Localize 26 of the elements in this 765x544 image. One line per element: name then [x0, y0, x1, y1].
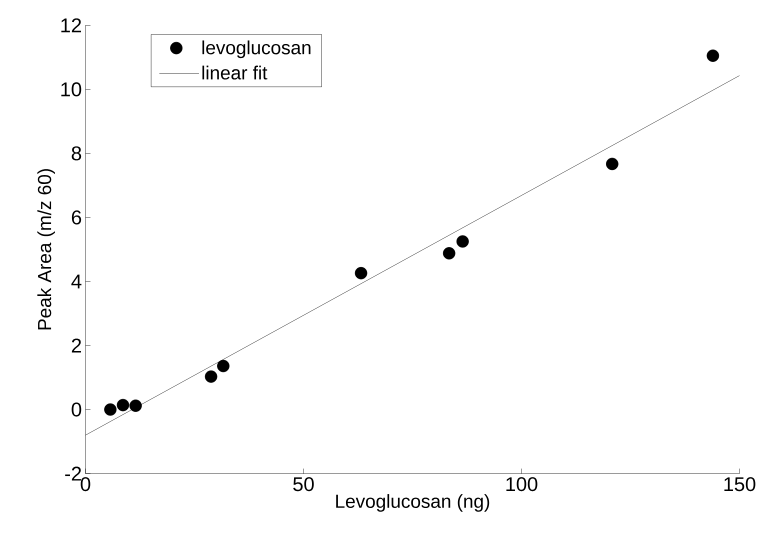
y-tick-label: 0: [72, 402, 82, 417]
y-tick-label: 2: [72, 338, 81, 352]
y-axis-title: Peak Area (m/z 60): [37, 169, 55, 330]
y-tick-label: 6: [72, 210, 82, 224]
point: [204, 370, 218, 383]
x-tick-label: 50: [293, 477, 314, 492]
legend-label: levoglucosan: [202, 40, 310, 58]
y-tick-label: 10: [61, 82, 82, 96]
point: [606, 158, 618, 170]
y-tick-label: 8: [72, 146, 82, 160]
point: [104, 403, 117, 416]
y-tick-label: -2: [65, 466, 81, 481]
point: [217, 360, 230, 372]
point: [456, 235, 469, 248]
point: [442, 247, 456, 260]
x-axis-title: Levoglucosan (ng): [336, 494, 490, 512]
y-tick-label: 12: [61, 18, 81, 32]
x-tick-label: 100: [506, 477, 538, 492]
x-tick-label: 0: [80, 477, 90, 492]
point: [116, 398, 130, 412]
y-tick-label: 4: [71, 274, 82, 288]
legend-label: linear fit: [202, 66, 268, 80]
point: [706, 50, 720, 62]
point: [354, 266, 368, 280]
point: [129, 400, 142, 412]
x-tick-label: 150: [724, 477, 756, 492]
